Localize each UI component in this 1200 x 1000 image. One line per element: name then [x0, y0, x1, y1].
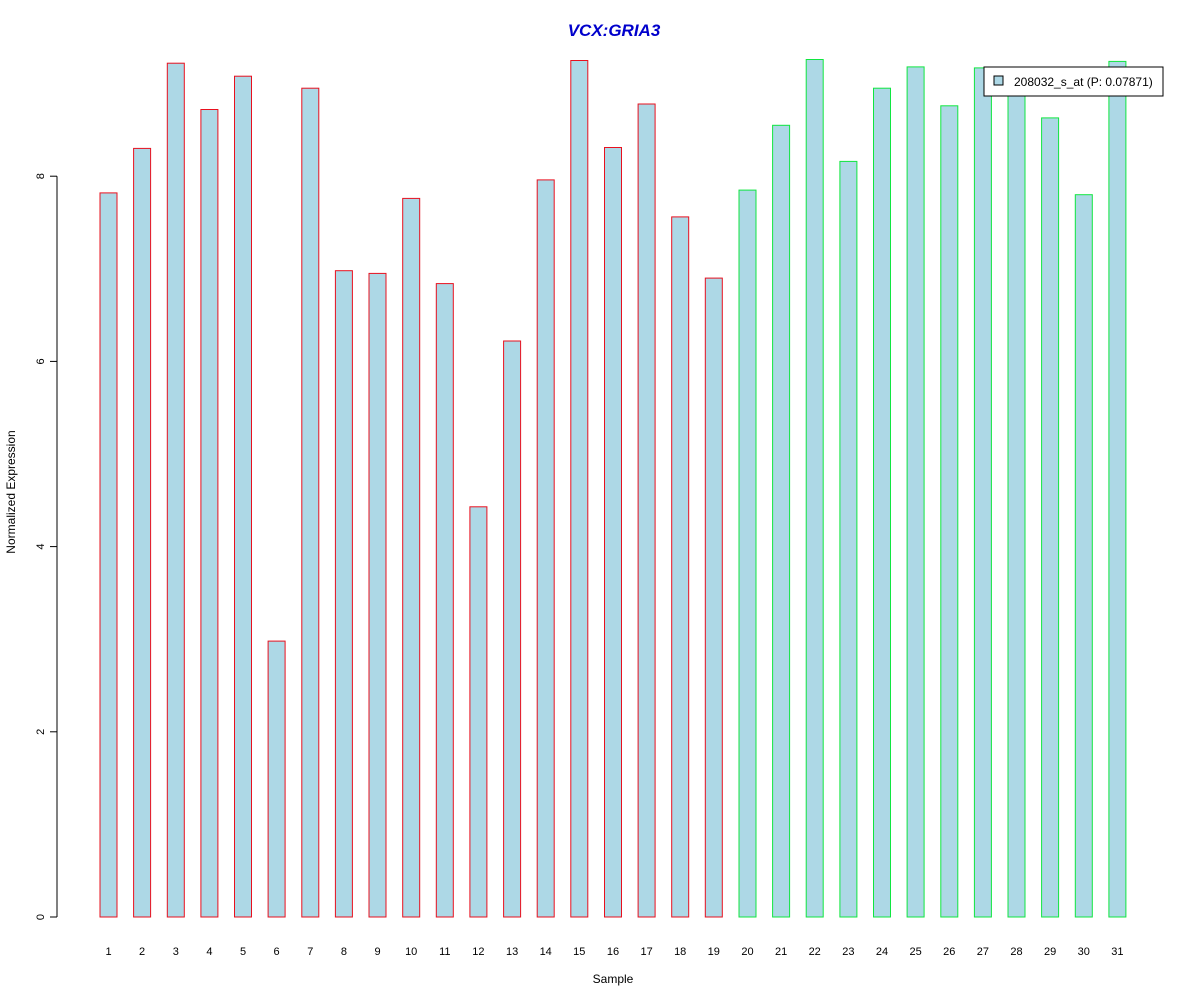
bar-sample-26	[940, 105, 959, 918]
x-tick-label: 7	[307, 946, 313, 958]
x-tick-label: 23	[842, 946, 854, 958]
x-tick-label: 31	[1111, 946, 1123, 958]
x-tick-label: 21	[775, 946, 787, 958]
x-tick-label: 9	[374, 946, 380, 958]
bar-sample-15	[570, 60, 589, 918]
x-tick-label: 13	[506, 946, 518, 958]
bar-sample-3	[166, 62, 185, 918]
bar-sample-6	[267, 640, 286, 918]
bar-sample-27	[973, 67, 992, 918]
x-tick-label: 12	[472, 946, 484, 958]
x-tick-label: 10	[405, 946, 417, 958]
x-tick-label: 1	[105, 946, 111, 958]
x-tick-label: 8	[341, 946, 347, 958]
x-axis-label: Sample	[593, 972, 634, 986]
legend-swatch	[993, 75, 1004, 86]
bar-sample-30	[1074, 194, 1093, 918]
bar-sample-21	[772, 124, 791, 918]
bar-sample-2	[133, 147, 152, 918]
x-tick-label: 14	[540, 946, 552, 958]
x-tick-label: 3	[173, 946, 179, 958]
bar-sample-29	[1041, 117, 1060, 918]
x-tick-label: 18	[674, 946, 686, 958]
bar-sample-16	[604, 147, 622, 918]
x-tick-label: 30	[1078, 946, 1090, 958]
x-tick-label: 28	[1010, 946, 1022, 958]
x-tick-label: 16	[607, 946, 619, 958]
x-tick-label: 17	[640, 946, 652, 958]
y-tick-label: 6	[35, 358, 47, 364]
x-tick-label: 15	[573, 946, 585, 958]
y-tick-label: 2	[35, 729, 47, 735]
x-tick-label: 25	[909, 946, 921, 958]
legend-label: 208032_s_at (P: 0.07871)	[1014, 75, 1153, 89]
bar-sample-31	[1108, 60, 1127, 918]
x-tick-label: 24	[876, 946, 888, 958]
y-tick-label: 8	[35, 173, 47, 179]
x-tick-label: 20	[741, 946, 753, 958]
bar-sample-12	[469, 506, 488, 918]
bar-sample-19	[704, 277, 723, 918]
bars	[99, 59, 1127, 918]
bar-sample-11	[435, 283, 454, 918]
chart-title: VCX:GRIA3	[568, 21, 661, 40]
legend: 208032_s_at (P: 0.07871)	[983, 66, 1164, 97]
bar-sample-25	[906, 66, 925, 918]
legend-box	[983, 66, 1164, 97]
y-tick-label: 0	[35, 914, 47, 920]
y-axis: 0 2 4 6 8	[35, 173, 58, 920]
bar-sample-7	[301, 87, 320, 918]
bar-sample-8	[334, 270, 353, 918]
bar-sample-20	[738, 189, 757, 918]
bar-sample-17	[637, 103, 656, 918]
x-tick-labels: 1 2 3 4 5 6 7 8 9 10 11 12 13 14 15 16 17 18 19 20 21 22 23 24 2…	[105, 946, 1123, 958]
x-tick-label: 6	[274, 946, 280, 958]
x-tick-label: 19	[708, 946, 720, 958]
bar-sample-24	[873, 87, 891, 918]
x-tick-label: 22	[809, 946, 821, 958]
bar-sample-23	[839, 160, 858, 918]
bar-sample-13	[503, 340, 522, 918]
bar-sample-5	[234, 75, 252, 918]
bar-sample-22	[805, 59, 824, 918]
bar-sample-1	[99, 192, 118, 918]
bar-sample-4	[200, 109, 219, 918]
x-tick-label: 26	[943, 946, 955, 958]
bar-sample-10	[402, 197, 421, 918]
x-tick-label: 4	[206, 946, 212, 958]
x-tick-label: 29	[1044, 946, 1056, 958]
x-tick-label: 2	[139, 946, 145, 958]
bar-sample-28	[1007, 92, 1026, 918]
bar-sample-9	[368, 272, 387, 918]
bar-sample-18	[671, 216, 690, 918]
x-tick-label: 5	[240, 946, 246, 958]
y-tick-label: 4	[35, 544, 47, 550]
x-tick-label: 27	[977, 946, 989, 958]
y-axis-label: Normalized Expression	[4, 430, 18, 553]
bar-sample-14	[536, 179, 555, 918]
x-tick-label: 11	[439, 946, 450, 958]
